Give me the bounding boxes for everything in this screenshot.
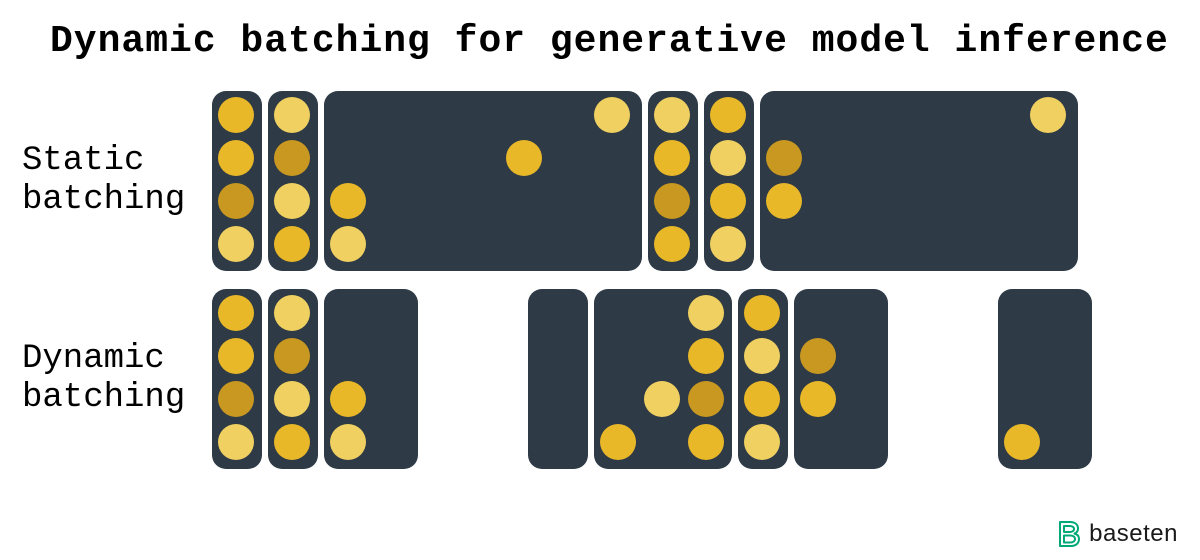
row-label: Dynamic batching	[0, 340, 212, 418]
page-title: Dynamic batching for generative model in…	[0, 0, 1200, 73]
diagram-container: Static batching Dynamic batching	[0, 91, 1200, 469]
batch-block	[324, 289, 418, 469]
token-dot	[710, 226, 746, 262]
token-dot	[330, 226, 366, 262]
brand-icon	[1057, 520, 1081, 548]
token-dot	[766, 140, 802, 176]
token-dot	[744, 295, 780, 331]
token-dot	[218, 183, 254, 219]
token-dot	[688, 381, 724, 417]
token-dot	[218, 424, 254, 460]
token-dot	[330, 424, 366, 460]
token-dot	[218, 140, 254, 176]
batch-block	[794, 289, 888, 469]
token-dot	[274, 381, 310, 417]
token-dot	[654, 140, 690, 176]
batch-block	[760, 91, 1078, 271]
token-dot	[766, 183, 802, 219]
blocks-strip	[212, 91, 1078, 271]
token-dot	[654, 183, 690, 219]
row-label: Static batching	[0, 142, 212, 220]
token-dot	[274, 183, 310, 219]
token-dot	[688, 424, 724, 460]
batch-block	[704, 91, 754, 271]
token-dot	[710, 140, 746, 176]
token-dot	[800, 338, 836, 374]
batch-block	[528, 289, 588, 469]
token-dot	[600, 424, 636, 460]
token-dot	[688, 295, 724, 331]
token-dot	[1004, 424, 1040, 460]
token-dot	[710, 183, 746, 219]
brand-text: baseten	[1089, 520, 1178, 548]
token-dot	[506, 140, 542, 176]
token-dot	[744, 338, 780, 374]
token-dot	[710, 97, 746, 133]
token-dot	[274, 97, 310, 133]
batch-block	[212, 91, 262, 271]
batch-block	[998, 289, 1092, 469]
token-dot	[654, 97, 690, 133]
batching-row: Dynamic batching	[0, 289, 1200, 469]
token-dot	[330, 183, 366, 219]
token-dot	[218, 381, 254, 417]
token-dot	[218, 97, 254, 133]
token-dot	[744, 424, 780, 460]
token-dot	[688, 338, 724, 374]
token-dot	[274, 338, 310, 374]
token-dot	[1030, 97, 1066, 133]
token-dot	[218, 295, 254, 331]
batch-block	[648, 91, 698, 271]
batch-block	[738, 289, 788, 469]
token-dot	[800, 381, 836, 417]
token-dot	[330, 381, 366, 417]
blocks-strip	[212, 289, 1092, 469]
token-dot	[274, 226, 310, 262]
token-dot	[654, 226, 690, 262]
batch-block	[324, 91, 642, 271]
token-dot	[274, 424, 310, 460]
batching-row: Static batching	[0, 91, 1200, 271]
token-dot	[594, 97, 630, 133]
token-dot	[644, 381, 680, 417]
batch-block	[268, 91, 318, 271]
token-dot	[218, 338, 254, 374]
brand-logo: baseten	[1057, 520, 1178, 548]
batch-block	[212, 289, 262, 469]
token-dot	[274, 140, 310, 176]
token-dot	[744, 381, 780, 417]
batch-block	[268, 289, 318, 469]
token-dot	[218, 226, 254, 262]
batch-block	[594, 289, 732, 469]
token-dot	[274, 295, 310, 331]
